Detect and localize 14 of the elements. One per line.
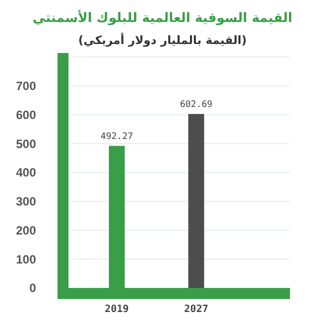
- x-tick-label: 2027: [184, 304, 208, 315]
- x-tick-label: 2019: [104, 304, 129, 315]
- chart-title: القيمة السوقية العالمية للبلوك الأسمنتي: [32, 9, 292, 26]
- data-label: 492.27: [100, 132, 134, 142]
- y-tick-label: 500: [16, 136, 36, 151]
- y-tick-label: 600: [16, 108, 36, 122]
- y-tick-label: 100: [16, 252, 36, 266]
- y-tick-label: 0: [29, 281, 36, 296]
- chart-subtitle: (القيمة بالمليار دولار أمريكي): [78, 32, 247, 47]
- data-label: 602.69: [180, 100, 212, 110]
- y-tick-label: 400: [16, 166, 36, 180]
- y-tick-label: 300: [16, 194, 36, 209]
- y-tick-label: 700: [16, 79, 36, 94]
- y-tick-label: 200: [16, 223, 36, 238]
